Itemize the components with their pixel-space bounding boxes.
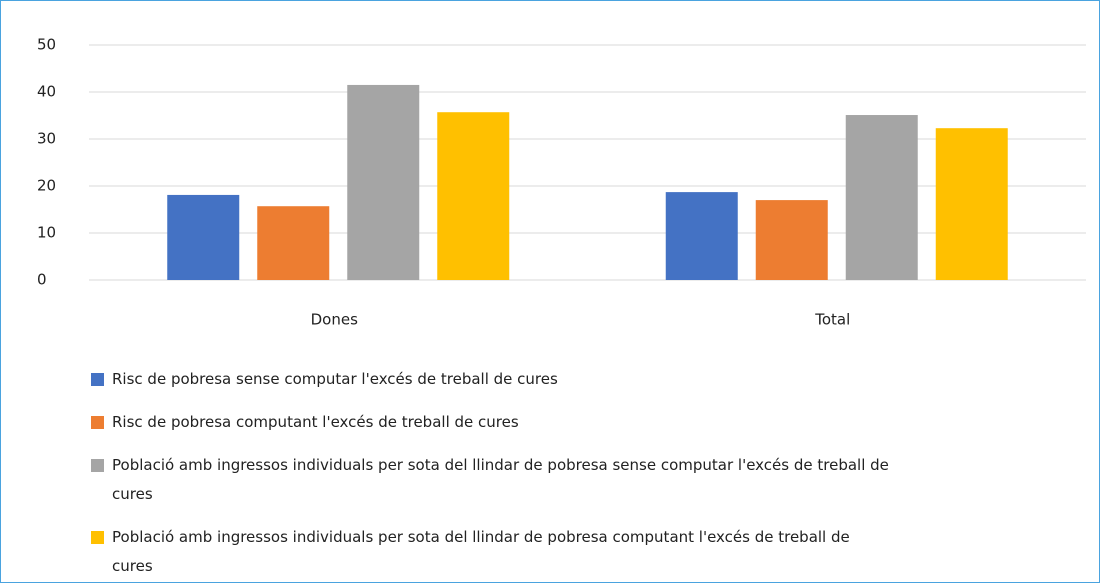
bar [437, 112, 510, 281]
chart: 0 10 20 30 40 50 Dones Total [37, 36, 1086, 329]
legend-label: Població amb ingressos individuals per s… [112, 528, 850, 575]
y-tick-label: 0 [37, 271, 47, 289]
legend-item: Risc de pobresa computant l'excés de tre… [91, 408, 891, 437]
legend-item: Població amb ingressos individuals per s… [91, 523, 891, 581]
y-tick-label: 50 [37, 36, 56, 54]
legend-swatch [91, 459, 104, 472]
legend-label: Població amb ingressos individuals per s… [112, 456, 889, 503]
y-tick-label: 10 [37, 224, 56, 242]
bar [845, 115, 918, 280]
y-tick-label: 20 [37, 177, 56, 195]
bar [257, 206, 330, 280]
y-tick-label: 40 [37, 83, 56, 101]
legend-swatch [91, 416, 104, 429]
bar [167, 194, 240, 280]
bar [347, 84, 420, 280]
legend-swatch [91, 373, 104, 386]
y-tick-label: 30 [37, 130, 56, 148]
legend-label: Risc de pobresa sense computar l'excés d… [112, 370, 558, 388]
bar [935, 128, 1008, 280]
legend-item: Risc de pobresa sense computar l'excés d… [91, 365, 891, 394]
legend-swatch [91, 531, 104, 544]
x-tick-label: Dones [311, 311, 358, 329]
legend-label: Risc de pobresa computant l'excés de tre… [112, 413, 519, 431]
legend-item: Població amb ingressos individuals per s… [91, 451, 891, 509]
bar [665, 192, 738, 280]
x-tick-label: Total [814, 311, 850, 329]
bar [755, 200, 828, 280]
legend: Risc de pobresa sense computar l'excés d… [91, 365, 891, 582]
